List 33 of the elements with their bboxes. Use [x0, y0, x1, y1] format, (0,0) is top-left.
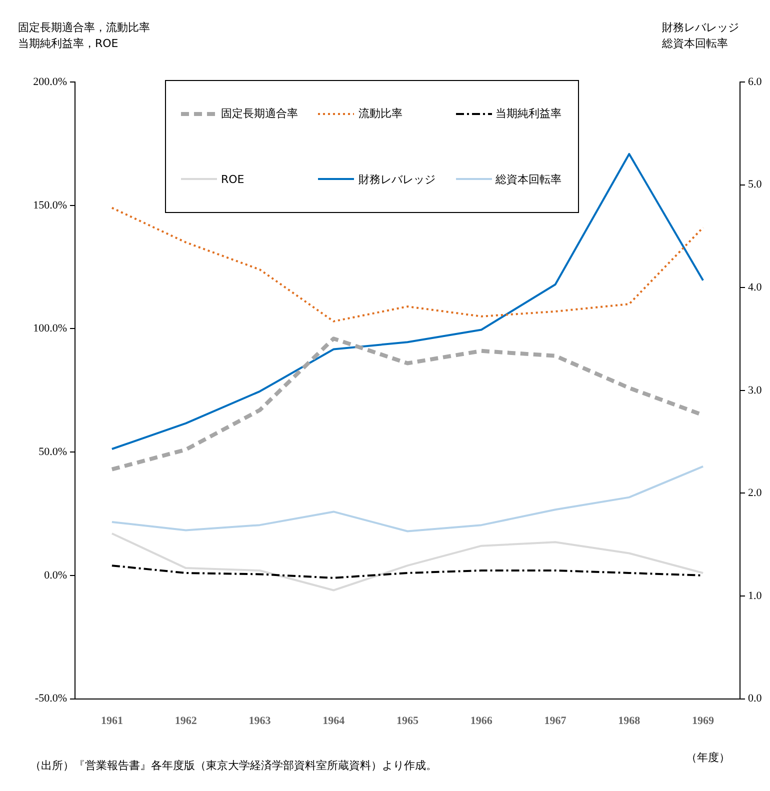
y2-axis-title: 財務レバレッジ総資本回転率: [662, 20, 740, 52]
y2-tick-label: 3.0: [748, 384, 762, 396]
x-tick-label: 1961: [100, 715, 123, 728]
legend-label: 財務レバレッジ: [358, 172, 436, 187]
legend-label: 固定長期適合率: [221, 106, 298, 122]
y2-tick-label: 1.0: [748, 590, 762, 602]
x-tick-label: 1969: [692, 715, 715, 728]
x-tick-label: 1962: [174, 715, 198, 728]
x-tick-label: 1967: [544, 715, 567, 728]
y2-tick-label: 2.0: [748, 487, 762, 500]
y2-tick-label: 4.0: [748, 281, 762, 294]
y-tick-label: 150.0%: [33, 199, 67, 212]
line-series: [110, 206, 704, 322]
x-tick-label: 1964: [322, 715, 346, 728]
y-axis-title: 固定長期適合率，流動比率当期純利益率，ROE: [18, 20, 151, 52]
text: （出所）『営業報告書』各年度版（東京大学経済学部資料室所蔵資料）より作成。: [30, 758, 437, 774]
y-tick-label: 50.0%: [38, 446, 67, 458]
x-tick-label: 1963: [248, 715, 272, 728]
x-axis-title: （年度）: [686, 750, 730, 766]
x-tick-label: 1966: [470, 715, 493, 728]
y2-tick-label: 5.0: [748, 178, 762, 191]
y2-tick-label: 6.0: [748, 76, 762, 88]
legend-label: 総資本回転率: [496, 172, 562, 187]
y-tick-label: 0.0%: [44, 569, 67, 582]
legend-label: 流動比率: [358, 106, 402, 122]
y-tick-label: 100.0%: [33, 322, 67, 335]
y-tick-label: -50.0%: [34, 692, 67, 705]
x-tick-label: 1965: [396, 715, 419, 728]
legend-label: ROE: [221, 172, 244, 186]
legend-label: 当期純利益率: [496, 106, 562, 122]
y-tick-label: 200.0%: [33, 76, 67, 88]
y2-tick-label: 0.0: [748, 692, 762, 705]
x-tick-label: 1968: [618, 715, 641, 728]
